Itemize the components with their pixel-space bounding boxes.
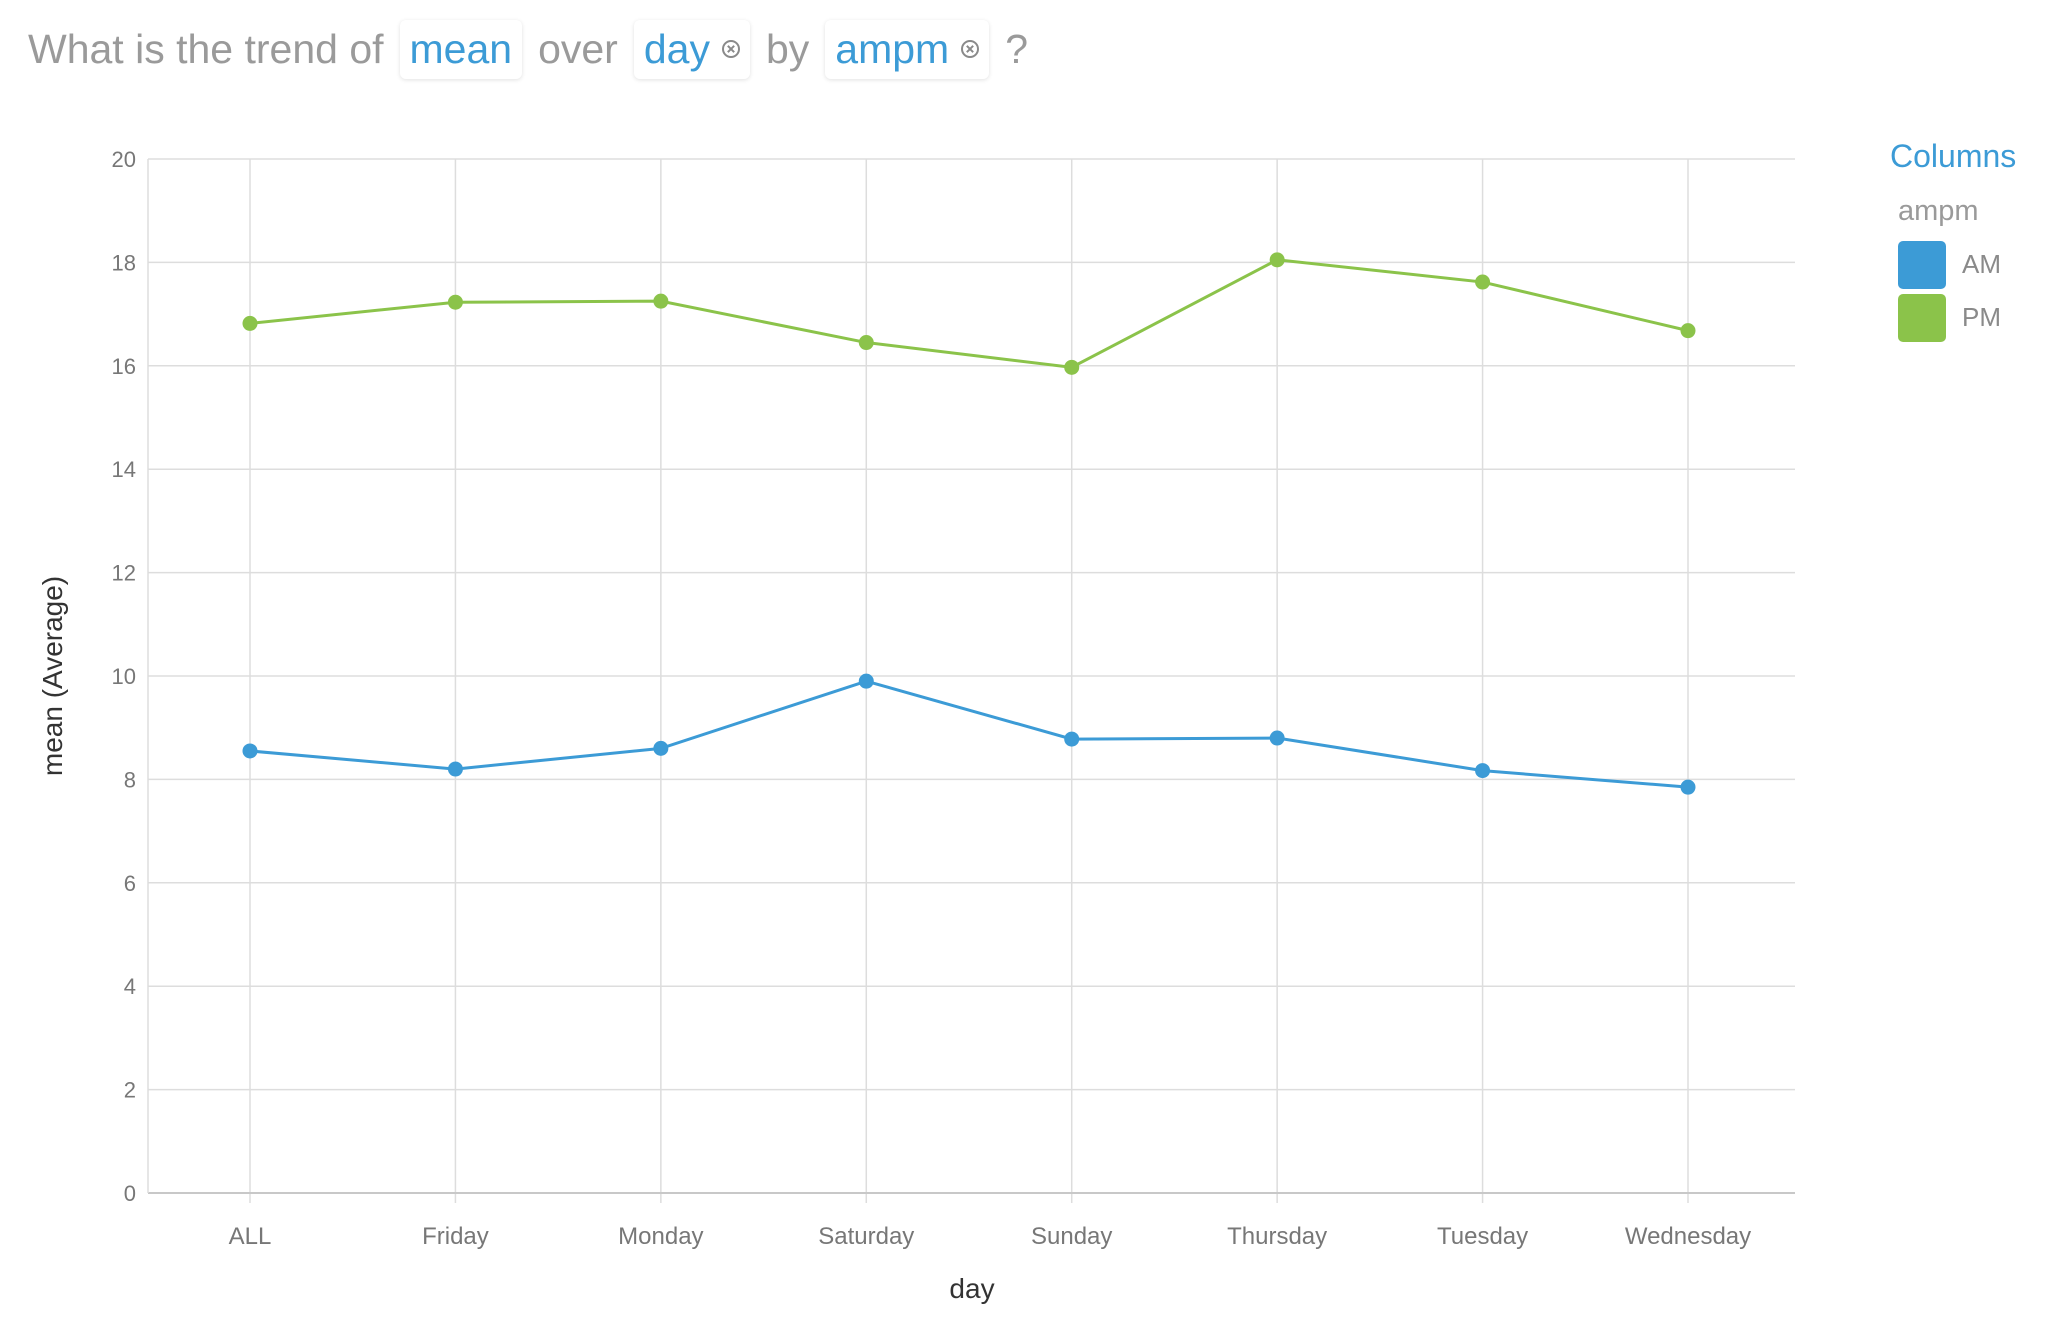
remove-group-icon[interactable] (961, 40, 980, 58)
legend-label-pm: PM (1962, 302, 2001, 332)
legend-swatch-pm (1898, 293, 1946, 342)
legend-item-pm[interactable]: PM (1898, 291, 2040, 344)
legend-group-label: ampm (1898, 195, 1979, 227)
y-tick-label: 14 (112, 457, 136, 482)
y-tick-label: 12 (112, 561, 136, 586)
dimension-chip-label: day (643, 25, 710, 72)
group-chip-label: ampm (835, 25, 950, 72)
query-by-word: by (765, 25, 810, 72)
data-point-am (1475, 763, 1491, 779)
series-line-am (249, 679, 1689, 789)
search-query-bar: What is the trend of mean over day by am… (20, 14, 1036, 84)
data-point-pm (1064, 359, 1080, 375)
data-point-am (1064, 731, 1080, 747)
y-tick-label: 18 (112, 250, 136, 275)
group-chip[interactable]: ampm (825, 19, 990, 79)
data-point-pm (858, 335, 874, 351)
chart-legend: Columns ampm AM PM (1890, 138, 2040, 344)
query-prefix: What is the trend of (28, 25, 384, 72)
measure-chip-label: mean (409, 25, 513, 72)
y-tick-label: 6 (124, 871, 136, 896)
data-point-am (653, 740, 669, 756)
data-point-pm (447, 294, 463, 310)
legend-item-am[interactable]: AM (1898, 238, 2040, 291)
data-point-pm (1475, 274, 1491, 290)
data-point-am (1680, 779, 1696, 795)
data-point-am (1269, 730, 1285, 746)
data-point-pm (242, 315, 258, 331)
remove-dimension-icon[interactable] (721, 40, 740, 58)
legend-label-am: AM (1962, 249, 2001, 279)
y-tick-label: 0 (124, 1181, 136, 1206)
x-tick-label: Sunday (1031, 1223, 1112, 1250)
query-suffix: ? (1005, 25, 1028, 72)
x-tick-label: Monday (618, 1223, 703, 1250)
y-tick-label: 4 (124, 974, 136, 999)
data-point-pm (653, 293, 669, 309)
data-point-pm (1269, 252, 1285, 268)
y-tick-label: 10 (112, 664, 136, 689)
x-tick-label: Friday (422, 1223, 489, 1250)
y-tick-label: 2 (124, 1078, 136, 1103)
legend-title[interactable]: Columns (1890, 138, 2017, 174)
legend-swatch-am (1898, 240, 1946, 289)
x-tick-label: ALL (229, 1223, 272, 1250)
dimension-chip[interactable]: day (633, 19, 750, 79)
y-axis-title: mean (Average) (37, 576, 68, 776)
y-tick-label: 16 (112, 354, 136, 379)
query-over-word: over (538, 25, 618, 72)
y-tick-label: 8 (124, 767, 136, 792)
x-tick-label: Saturday (818, 1223, 914, 1250)
y-tick-label: 20 (112, 147, 136, 172)
x-axis-title: day (949, 1273, 994, 1304)
series-line-pm (249, 258, 1689, 369)
x-tick-label: Wednesday (1625, 1223, 1751, 1250)
x-tick-label: Thursday (1227, 1223, 1327, 1250)
measure-chip[interactable]: mean (399, 19, 523, 79)
data-point-am (242, 743, 258, 759)
data-point-pm (1680, 323, 1696, 339)
data-point-am (858, 673, 874, 689)
data-point-am (447, 761, 463, 777)
x-tick-label: Tuesday (1437, 1223, 1528, 1250)
